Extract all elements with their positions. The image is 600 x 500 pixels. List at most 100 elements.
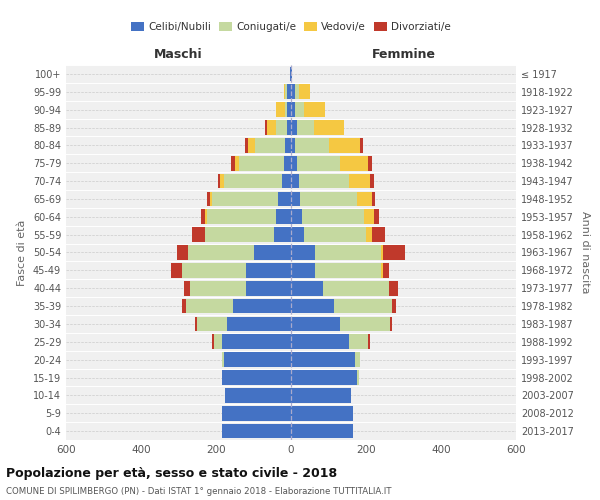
- Bar: [184, 281, 190, 295]
- Bar: [302, 210, 364, 224]
- Bar: [218, 174, 220, 188]
- Bar: [361, 138, 364, 152]
- Bar: [221, 334, 291, 349]
- Bar: [276, 210, 291, 224]
- Bar: [201, 210, 205, 224]
- Bar: [206, 192, 211, 206]
- Bar: [349, 334, 368, 349]
- Bar: [356, 192, 371, 206]
- Bar: [291, 192, 301, 206]
- Bar: [291, 210, 302, 224]
- Bar: [284, 156, 291, 170]
- Bar: [274, 228, 291, 242]
- Text: Maschi: Maschi: [154, 48, 203, 62]
- Bar: [389, 281, 398, 295]
- Legend: Celibi/Nubili, Coniugati/e, Vedovi/e, Divorziati/e: Celibi/Nubili, Coniugati/e, Vedovi/e, Di…: [127, 18, 455, 36]
- Bar: [197, 316, 227, 331]
- Bar: [245, 138, 248, 152]
- Bar: [291, 263, 316, 278]
- Bar: [248, 138, 256, 152]
- Bar: [371, 228, 385, 242]
- Bar: [191, 228, 205, 242]
- Bar: [291, 388, 351, 402]
- Bar: [373, 210, 379, 224]
- Bar: [246, 281, 291, 295]
- Bar: [256, 138, 286, 152]
- Bar: [171, 263, 182, 278]
- Bar: [286, 138, 291, 152]
- Bar: [182, 298, 186, 314]
- Bar: [206, 210, 276, 224]
- Bar: [295, 138, 329, 152]
- Bar: [291, 281, 323, 295]
- Bar: [381, 263, 383, 278]
- Bar: [239, 156, 284, 170]
- Bar: [212, 192, 278, 206]
- Bar: [221, 352, 223, 367]
- Bar: [287, 102, 291, 117]
- Bar: [291, 316, 340, 331]
- Text: Femmine: Femmine: [371, 48, 436, 62]
- Bar: [176, 245, 188, 260]
- Bar: [299, 174, 349, 188]
- Bar: [314, 120, 343, 135]
- Bar: [182, 263, 246, 278]
- Bar: [214, 334, 221, 349]
- Bar: [223, 174, 281, 188]
- Bar: [276, 102, 286, 117]
- Bar: [291, 424, 353, 438]
- Bar: [291, 228, 304, 242]
- Bar: [221, 406, 291, 420]
- Bar: [235, 156, 239, 170]
- Bar: [323, 281, 389, 295]
- Bar: [296, 120, 314, 135]
- Bar: [291, 352, 355, 367]
- Bar: [291, 84, 295, 99]
- Bar: [291, 102, 295, 117]
- Bar: [316, 245, 381, 260]
- Bar: [364, 210, 373, 224]
- Bar: [304, 102, 325, 117]
- Bar: [295, 84, 299, 99]
- Bar: [340, 316, 391, 331]
- Bar: [278, 192, 291, 206]
- Bar: [340, 156, 368, 170]
- Bar: [291, 174, 299, 188]
- Bar: [186, 298, 233, 314]
- Bar: [371, 192, 376, 206]
- Bar: [392, 298, 396, 314]
- Bar: [368, 156, 371, 170]
- Bar: [383, 263, 389, 278]
- Bar: [227, 316, 291, 331]
- Bar: [188, 245, 254, 260]
- Bar: [233, 298, 291, 314]
- Bar: [212, 334, 214, 349]
- Bar: [287, 84, 291, 99]
- Bar: [316, 263, 381, 278]
- Bar: [291, 66, 292, 81]
- Bar: [381, 245, 383, 260]
- Bar: [276, 120, 287, 135]
- Bar: [205, 228, 274, 242]
- Bar: [329, 138, 361, 152]
- Bar: [196, 316, 197, 331]
- Bar: [291, 120, 296, 135]
- Bar: [205, 210, 206, 224]
- Bar: [266, 120, 276, 135]
- Bar: [220, 174, 223, 188]
- Bar: [291, 156, 296, 170]
- Bar: [286, 102, 287, 117]
- Text: Popolazione per età, sesso e stato civile - 2018: Popolazione per età, sesso e stato civil…: [6, 468, 337, 480]
- Bar: [366, 228, 371, 242]
- Bar: [334, 298, 392, 314]
- Bar: [383, 245, 406, 260]
- Bar: [391, 316, 392, 331]
- Bar: [291, 370, 356, 385]
- Bar: [356, 370, 359, 385]
- Bar: [221, 424, 291, 438]
- Bar: [284, 84, 286, 99]
- Bar: [304, 228, 366, 242]
- Bar: [226, 388, 291, 402]
- Bar: [291, 334, 349, 349]
- Bar: [287, 120, 291, 135]
